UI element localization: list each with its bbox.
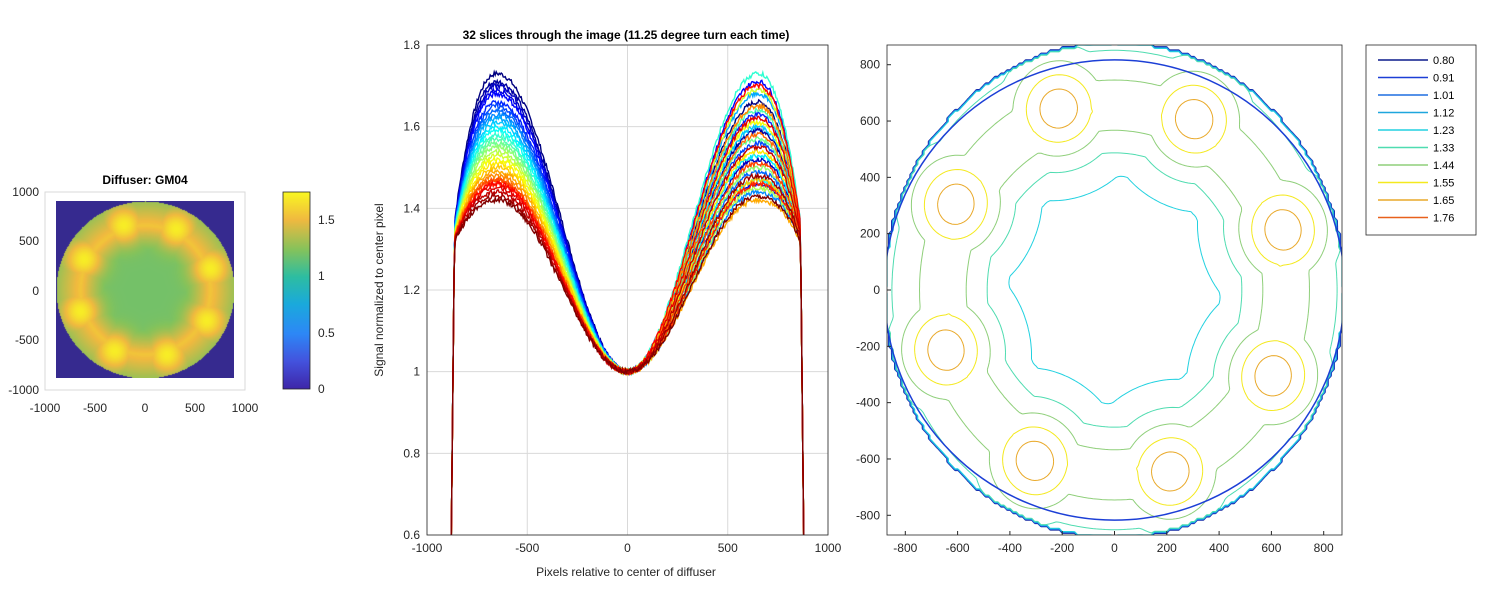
contour-xtick: -800 (893, 541, 917, 555)
contour-panel: -800 -600 -400 -200 0 200 400 600 800 800 600 400 20… (856, 44, 1477, 555)
legend-label: 1.44 (1433, 160, 1454, 172)
colorbar-tick: 0 (318, 382, 325, 396)
legend-label: 1.33 (1433, 143, 1454, 155)
contour-xtick: -200 (1050, 541, 1074, 555)
contour-ytick: 0 (873, 283, 880, 297)
slices-xtick: 0 (624, 541, 631, 555)
heatmap-xtick: -1000 (30, 401, 61, 415)
slices-title: 32 slices through the image (11.25 degre… (463, 28, 790, 42)
slices-ylabel: Signal normalized to center pixel (372, 203, 386, 376)
contour-legend-items: 0.80 0.91 1.01 1.12 1.23 1.33 1.44 1.55 1.65 1.76 (1378, 55, 1454, 225)
diffuser-edge (887, 59, 1342, 521)
contour-lines (887, 45, 1342, 535)
slices-xtick: -1000 (412, 541, 443, 555)
contour-ytick: -600 (856, 452, 880, 466)
heatmap-image (56, 201, 234, 378)
heatmap-ytick: -500 (15, 333, 39, 347)
slices-ytick: 1 (413, 365, 420, 379)
slices-ytick: 0.8 (403, 446, 420, 460)
contour-legend (1365, 44, 1477, 236)
slices-series (450, 69, 805, 535)
heatmap-ytick: 0 (32, 284, 39, 298)
heatmap-xtick: 1000 (232, 401, 259, 415)
contour-ticks: -800 -600 -400 -200 0 200 400 600 800 800 600 400 20… (856, 58, 1334, 555)
heatmap-ytick: -1000 (8, 383, 39, 397)
colorbar (282, 191, 311, 390)
contour-plot-area (887, 45, 1342, 535)
slices-ytick: 1.8 (403, 38, 420, 52)
contour-ytick: 200 (860, 227, 880, 241)
slices-ytick: 1.2 (403, 283, 420, 297)
contour-xtick: -600 (946, 541, 970, 555)
contour-ytick: 600 (860, 114, 880, 128)
legend-label: 1.55 (1433, 178, 1454, 190)
slices-ytick: 0.6 (403, 528, 420, 542)
slices-xlabel: Pixels relative to center of diffuser (536, 565, 716, 579)
legend-label: 0.91 (1433, 73, 1454, 85)
contour-xtick: 600 (1261, 541, 1281, 555)
slices-xtick: 500 (718, 541, 738, 555)
contour-xtick: 800 (1314, 541, 1334, 555)
legend-label: 1.23 (1433, 125, 1454, 137)
colorbar-tick: 0.5 (318, 326, 335, 340)
legend-label: 1.65 (1433, 195, 1454, 207)
contour-xtick: 400 (1209, 541, 1229, 555)
slices-ytick: 1.6 (403, 120, 420, 134)
contour-ytick: -400 (856, 396, 880, 410)
contour-ytick: 400 (860, 170, 880, 184)
heatmap-axes: -1000 -500 0 500 1000 1000 500 0 -500 -1… (8, 185, 258, 415)
heatmap-xtick: 0 (142, 401, 149, 415)
slices-xtick: 1000 (815, 541, 842, 555)
contour-xtick: -400 (998, 541, 1022, 555)
heatmap-xtick: -500 (83, 401, 107, 415)
slice-line (450, 193, 805, 535)
colorbar-tick: 1 (318, 269, 325, 283)
slices-ytick: 1.4 (403, 201, 420, 215)
contour-ytick: 800 (860, 58, 880, 72)
contour-level-line (888, 46, 1341, 534)
slices-xtick: -500 (515, 541, 539, 555)
contour-xtick: 200 (1157, 541, 1177, 555)
colorbar-tick: 1.5 (318, 213, 335, 227)
legend-label: 1.01 (1433, 90, 1454, 102)
slice-line (450, 171, 805, 535)
legend-label: 1.12 (1433, 108, 1454, 120)
contour-level-line (914, 74, 1315, 506)
contour-ytick: -200 (856, 339, 880, 353)
contour-ytick: -800 (856, 508, 880, 522)
heatmap-ytick: 500 (19, 234, 39, 248)
heatmap-panel: Diffuser: GM04 -1000 -500 0 500 1000 100… (8, 173, 335, 415)
legend-label: 1.76 (1433, 213, 1454, 225)
slices-ticks: -1000 -500 0 500 1000 1.8 1.6 1.4 1.2 1 0.8 0.6 (403, 38, 841, 555)
slices-panel: 32 slices through the image (11.25 degre… (372, 28, 842, 579)
contour-level-line (901, 60, 1328, 520)
contour-xtick: 0 (1111, 541, 1118, 555)
heatmap-title: Diffuser: GM04 (102, 173, 188, 187)
contour-level-line (927, 88, 1302, 492)
legend-label: 0.80 (1433, 55, 1454, 67)
heatmap-ytick: 1000 (12, 185, 39, 199)
heatmap-xtick: 500 (185, 401, 205, 415)
